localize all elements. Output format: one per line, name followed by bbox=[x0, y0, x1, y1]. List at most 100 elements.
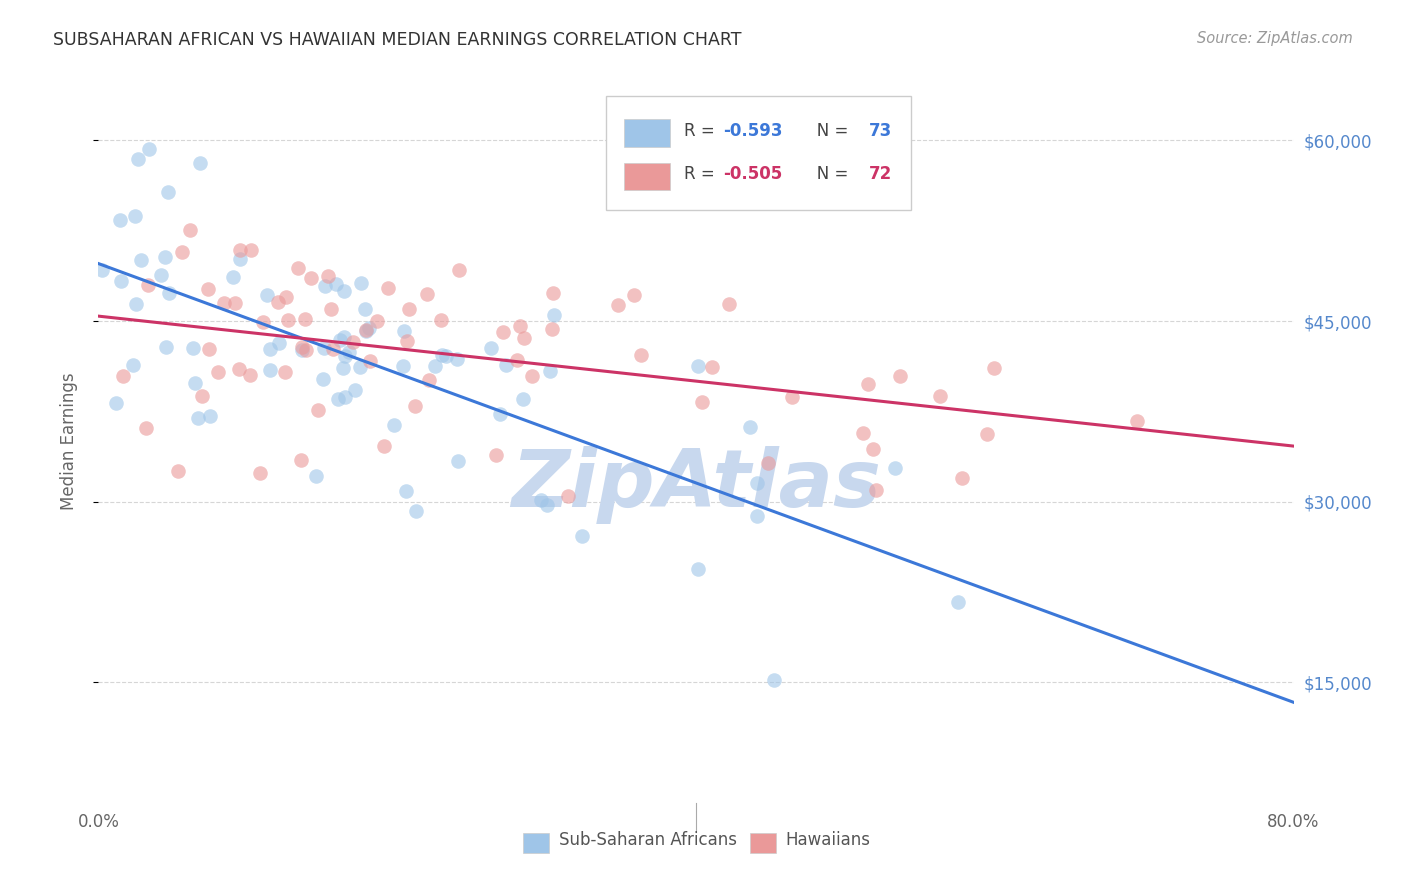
Point bbox=[405, 504, 427, 518]
Point bbox=[337, 345, 360, 359]
Point bbox=[976, 427, 998, 442]
Point bbox=[188, 156, 211, 170]
Text: 73: 73 bbox=[869, 122, 893, 140]
Text: -0.593: -0.593 bbox=[724, 122, 783, 140]
Point bbox=[356, 323, 378, 337]
Point bbox=[259, 342, 281, 356]
Point bbox=[354, 324, 377, 338]
FancyBboxPatch shape bbox=[523, 833, 548, 854]
Point bbox=[865, 483, 887, 498]
Point bbox=[952, 471, 974, 485]
Point bbox=[329, 333, 352, 347]
Point bbox=[690, 395, 713, 409]
Text: ZipAtlas: ZipAtlas bbox=[510, 446, 882, 524]
Point bbox=[702, 360, 724, 375]
Point bbox=[512, 392, 534, 406]
Point bbox=[157, 285, 180, 300]
Point bbox=[153, 250, 176, 264]
Point bbox=[267, 295, 290, 310]
Point bbox=[359, 354, 381, 368]
Point bbox=[198, 342, 221, 356]
Point bbox=[404, 399, 426, 413]
Point bbox=[122, 358, 145, 372]
Point bbox=[184, 376, 207, 391]
Point bbox=[170, 244, 193, 259]
Text: SUBSAHARAN AFRICAN VS HAWAIIAN MEDIAN EARNINGS CORRELATION CHART: SUBSAHARAN AFRICAN VS HAWAIIAN MEDIAN EA… bbox=[53, 31, 742, 49]
Point bbox=[946, 595, 969, 609]
Point bbox=[856, 376, 879, 391]
Point bbox=[156, 185, 179, 199]
Point bbox=[314, 279, 336, 293]
Point bbox=[229, 252, 252, 266]
Point bbox=[530, 492, 553, 507]
Point bbox=[291, 343, 314, 357]
Point bbox=[780, 390, 803, 404]
Point bbox=[198, 409, 221, 424]
Point bbox=[312, 342, 335, 356]
Point bbox=[929, 389, 952, 403]
Point bbox=[239, 243, 262, 257]
Point bbox=[541, 285, 564, 300]
Point bbox=[505, 353, 527, 368]
Point bbox=[763, 673, 786, 687]
Point bbox=[135, 420, 157, 434]
Point bbox=[557, 489, 579, 503]
Point bbox=[229, 243, 252, 257]
Point bbox=[252, 315, 274, 329]
Point bbox=[136, 277, 159, 292]
Point bbox=[127, 153, 149, 167]
Point bbox=[342, 335, 364, 350]
Point bbox=[325, 277, 347, 292]
Point bbox=[357, 320, 380, 334]
Point bbox=[322, 343, 344, 357]
Point bbox=[256, 288, 278, 302]
Point bbox=[183, 341, 205, 355]
Point bbox=[91, 262, 114, 277]
Point bbox=[686, 359, 709, 373]
Point bbox=[239, 368, 262, 383]
Point bbox=[179, 223, 201, 237]
Point bbox=[479, 341, 502, 355]
Text: -0.505: -0.505 bbox=[724, 165, 783, 183]
Point bbox=[155, 340, 177, 354]
Point bbox=[207, 365, 229, 379]
Point bbox=[111, 368, 134, 383]
Text: R =: R = bbox=[685, 165, 720, 183]
Point bbox=[366, 313, 388, 327]
Point bbox=[738, 420, 761, 434]
Point bbox=[513, 331, 536, 345]
Point bbox=[214, 296, 236, 310]
Point bbox=[395, 484, 418, 499]
Point bbox=[446, 352, 468, 367]
Point bbox=[446, 454, 468, 468]
Point bbox=[287, 261, 309, 276]
Point bbox=[326, 392, 349, 407]
Point bbox=[373, 439, 395, 453]
Point bbox=[434, 349, 457, 363]
Point bbox=[108, 212, 131, 227]
Point bbox=[259, 363, 281, 377]
FancyBboxPatch shape bbox=[749, 833, 776, 854]
Point bbox=[124, 209, 146, 223]
Point bbox=[222, 269, 245, 284]
Text: Source: ZipAtlas.com: Source: ZipAtlas.com bbox=[1197, 31, 1353, 46]
Point bbox=[167, 464, 190, 478]
Point bbox=[274, 290, 297, 304]
Point bbox=[299, 271, 322, 285]
Point bbox=[350, 276, 373, 290]
Point bbox=[447, 263, 470, 277]
Point bbox=[430, 348, 453, 362]
Point bbox=[294, 343, 316, 357]
Text: N =: N = bbox=[801, 165, 853, 183]
Point bbox=[398, 302, 420, 317]
Point bbox=[756, 456, 779, 470]
Point bbox=[416, 286, 439, 301]
Point bbox=[187, 410, 209, 425]
Point bbox=[747, 475, 769, 490]
Point bbox=[382, 418, 405, 433]
Point bbox=[983, 360, 1005, 375]
Point bbox=[1125, 414, 1147, 428]
Point bbox=[149, 268, 172, 282]
Point bbox=[294, 311, 316, 326]
Point bbox=[862, 442, 884, 457]
